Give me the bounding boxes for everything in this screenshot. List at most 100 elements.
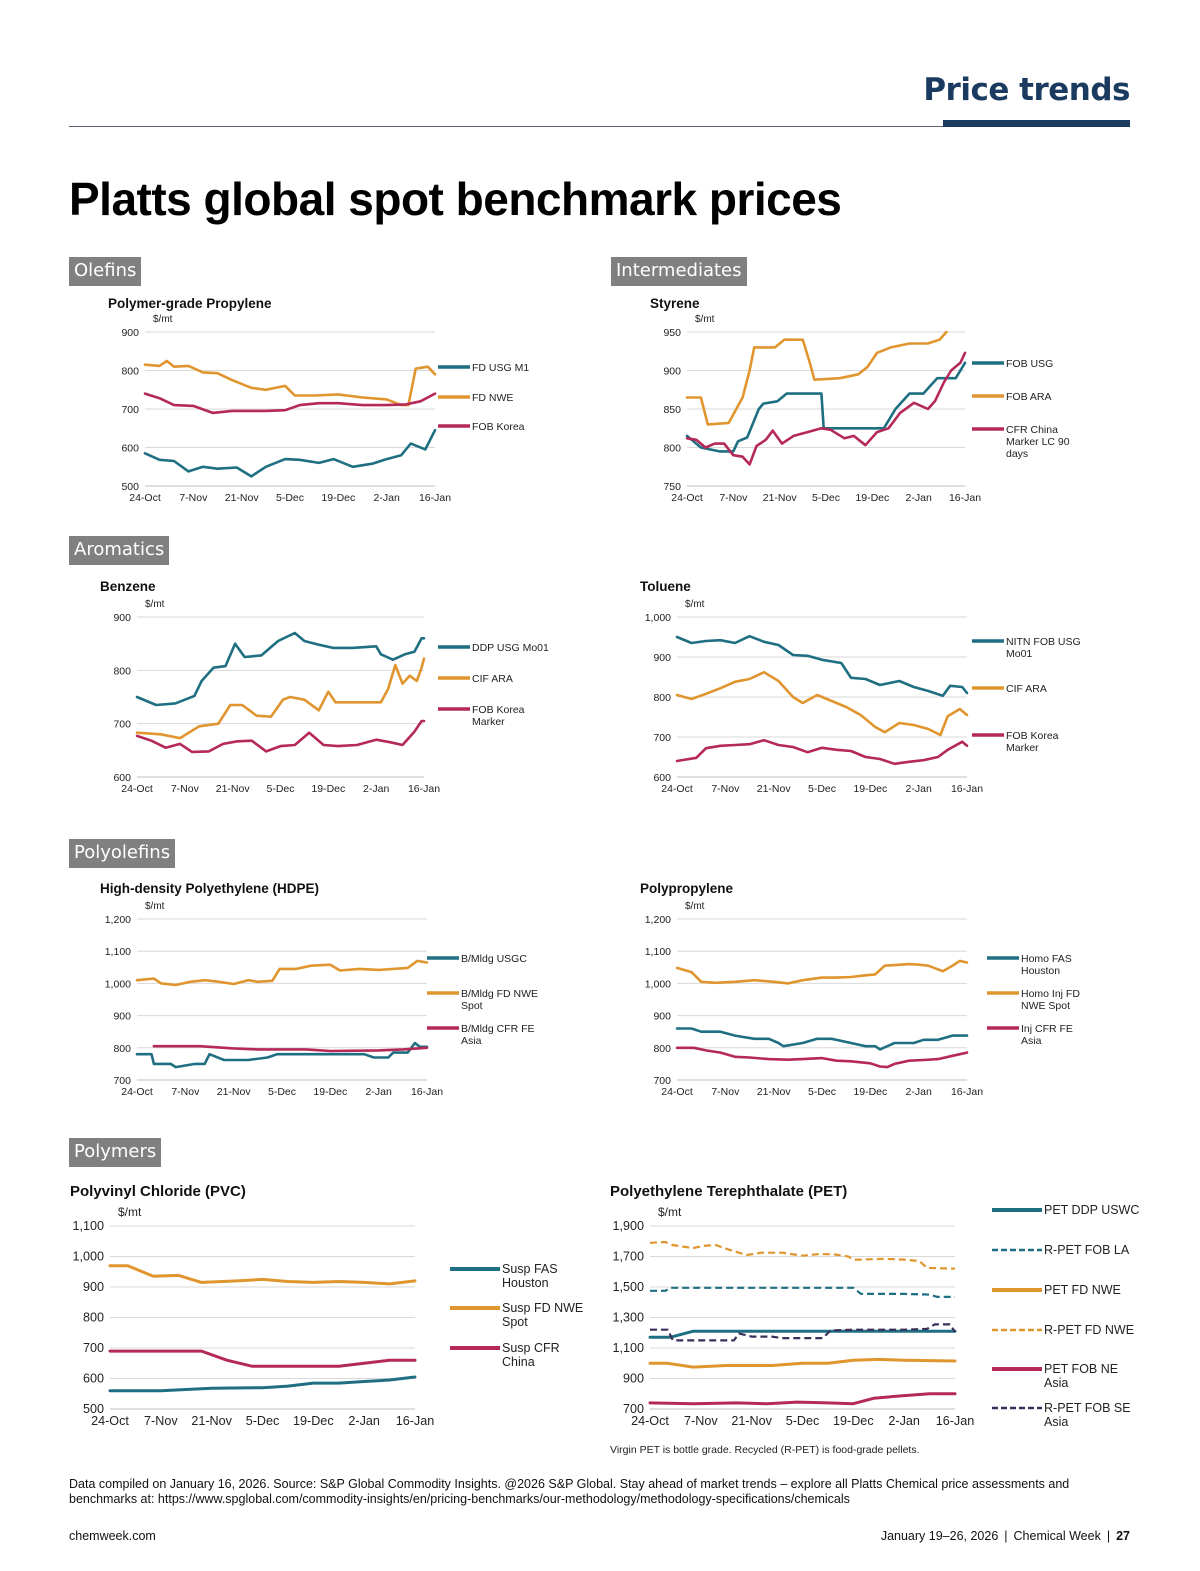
chart-hdpe: High-density Polyethylene (HDPE) $/mt 1,20… (92, 877, 552, 1102)
header-rule-accent (943, 120, 1130, 127)
x-tick-label: 24-Oct (121, 783, 153, 795)
series-line-r-pet-fd-nwe (649, 1240, 956, 1270)
series-line-cfr-china-marker-lc-90-days (685, 351, 967, 466)
category-label-aromatics: Aromatics (69, 536, 170, 565)
x-tick-label: 21-Nov (757, 1086, 792, 1098)
y-tick-label: 800 (113, 665, 131, 677)
x-tick-label: 2-Jan (906, 783, 932, 795)
x-tick-label: 5-Dec (808, 1086, 836, 1098)
y-tick-label: 700 (653, 732, 671, 744)
y-tick-label: 1,000 (645, 612, 671, 624)
y-axis-unit: $/mt (118, 1205, 142, 1219)
y-tick-label: 700 (83, 1341, 104, 1355)
x-tick-label: 2-Jan (374, 492, 400, 504)
chart-polypropylene: Polypropylene $/mt 1,200 1,100 1,000 900 800 70… (632, 877, 1092, 1102)
legend-label: CIF ARA (1006, 683, 1047, 695)
y-tick-label: 500 (83, 1402, 104, 1416)
legend-label: FOB Korea (472, 704, 525, 716)
series-line-fd-usg-m1 (143, 428, 437, 478)
footer-separator: | (1106, 1529, 1111, 1543)
y-tick-label: 1,200 (645, 914, 671, 926)
y-tick-label: 600 (653, 772, 671, 784)
x-tick-label: 2-Jan (348, 1414, 380, 1428)
legend-label: B/Mldg FD NWE (461, 988, 538, 1000)
y-tick-label: 1,500 (612, 1280, 644, 1294)
x-tick-label: 21-Nov (217, 1086, 252, 1098)
y-tick-label: 900 (653, 652, 671, 664)
y-tick-label: 1,100 (645, 946, 671, 958)
x-tick-label: 19-Dec (833, 1414, 874, 1428)
x-tick-label: 7-Nov (684, 1414, 718, 1428)
y-tick-label: 900 (83, 1280, 104, 1294)
chart-svg-pet: Polyethylene Terephthalate (PET) $/mt 1,90… (610, 1183, 1139, 1456)
legend-label: Spot (502, 1315, 528, 1329)
chart-title: Polyethylene Terephthalate (PET) (610, 1183, 847, 1200)
chart-svg-hdpe: High-density Polyethylene (HDPE) $/mt 1,20… (100, 881, 538, 1098)
legend-label: NITN FOB USG (1006, 636, 1081, 648)
series-line-fob-ara (685, 330, 948, 426)
legend-label: PET FOB NE (1044, 1362, 1118, 1376)
chart-title: Toluene (640, 579, 691, 594)
x-tick-label: 2-Jan (906, 1086, 932, 1098)
y-tick-label: 800 (663, 443, 681, 455)
chart-title: Styrene (650, 296, 700, 311)
y-tick-label: 600 (83, 1372, 104, 1386)
legend-label: Asia (1044, 1376, 1068, 1390)
legend-label: DDP USG Mo01 (472, 642, 549, 654)
series-line-pet-fob-ne-asia (648, 1392, 957, 1406)
series-line-r-pet-fob-la (650, 1286, 955, 1299)
y-axis-unit: $/mt (685, 901, 705, 912)
series-line-b-mldg-fd-nwe-spot (135, 959, 429, 987)
series-line-nitn-fob-usg-mo01 (675, 634, 969, 698)
legend-label: Asia (461, 1035, 482, 1047)
legend-label: NWE Spot (1021, 1000, 1070, 1012)
chart-propylene: Polymer-grade Propylene $/mt 900 800 700 600 5… (100, 292, 540, 507)
series-line-cif-ara (135, 657, 426, 740)
chart-pet: Polyethylene Terephthalate (PET) $/mt 1,90… (602, 1180, 1142, 1460)
y-tick-label: 700 (113, 1075, 131, 1087)
y-tick-label: 1,100 (72, 1219, 104, 1233)
y-axis-unit: $/mt (153, 314, 173, 325)
category-label-polyolefins: Polyolefins (69, 839, 176, 868)
x-tick-label: 21-Nov (763, 492, 798, 504)
legend-label: Homo Inj FD (1021, 988, 1080, 1000)
legend-label: FOB Korea (472, 421, 525, 433)
y-tick-label: 500 (121, 481, 139, 493)
x-tick-label: 5-Dec (812, 492, 840, 504)
y-tick-label: 900 (663, 366, 681, 378)
page-footer-info: January 19–26, 2026 | Chemical Week | 27 (881, 1529, 1130, 1543)
y-tick-label: 700 (623, 1402, 644, 1416)
y-tick-label: 800 (113, 1043, 131, 1055)
x-tick-label: 5-Dec (266, 783, 294, 795)
legend-label: Mo01 (1006, 648, 1032, 660)
chart-svg-pvc: Polyvinyl Chloride (PVC) $/mt 1,100 1,000 90… (70, 1183, 583, 1428)
y-tick-label: 800 (653, 692, 671, 704)
x-tick-label: 5-Dec (276, 492, 304, 504)
series-line-r-pet-fob-se-asia (650, 1323, 956, 1342)
y-tick-label: 900 (623, 1372, 644, 1386)
x-tick-label: 7-Nov (711, 783, 740, 795)
chart-svg-propylene: Polymer-grade Propylene $/mt 900 800 700 600 5… (108, 296, 529, 504)
series-line-fob-usg (685, 361, 967, 453)
site-link[interactable]: chemweek.com (69, 1529, 156, 1543)
y-tick-label: 900 (113, 1011, 131, 1023)
legend-label: R-PET FOB SE (1044, 1401, 1131, 1415)
y-tick-label: 1,900 (612, 1219, 644, 1233)
y-tick-label: 800 (121, 366, 139, 378)
x-tick-label: 5-Dec (786, 1414, 820, 1428)
x-tick-label: 5-Dec (808, 783, 836, 795)
legend-label: PET FD NWE (1044, 1283, 1121, 1297)
y-tick-label: 900 (113, 612, 131, 624)
legend-label: FD NWE (472, 392, 513, 404)
page-number: 27 (1116, 1529, 1130, 1543)
x-tick-label: 24-Oct (661, 1086, 693, 1098)
chart-title: Polyvinyl Chloride (PVC) (70, 1183, 246, 1200)
y-axis-unit: $/mt (685, 599, 705, 610)
publication-name: Chemical Week (1013, 1529, 1101, 1543)
y-axis-unit: $/mt (145, 901, 165, 912)
legend-label: Marker LC 90 (1006, 436, 1070, 448)
y-axis-unit: $/mt (695, 314, 715, 325)
y-axis-unit: $/mt (658, 1205, 682, 1219)
